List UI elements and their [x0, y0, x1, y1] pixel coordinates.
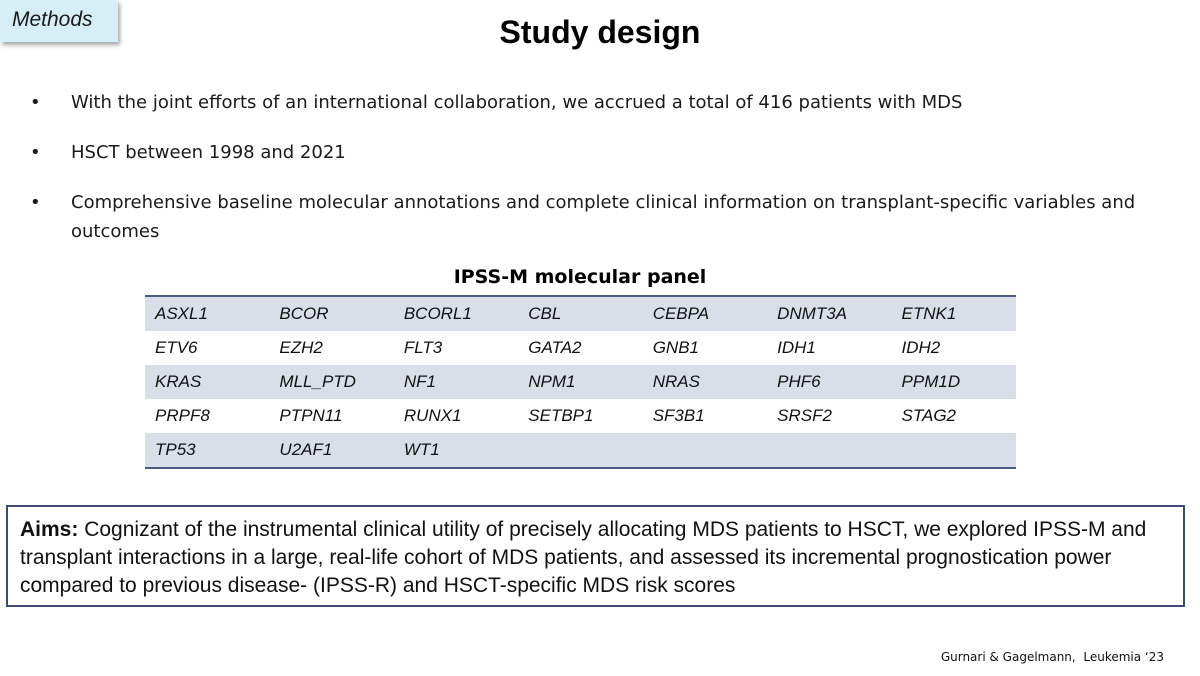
gene-cell: SRSF2	[767, 399, 892, 433]
table-row: ASXL1 BCOR BCORL1 CBL CEBPA DNMT3A ETNK1	[145, 296, 1016, 331]
gene-cell: PPM1D	[891, 365, 1016, 399]
bullet-symbol: •	[30, 192, 41, 213]
gene-cell: IDH2	[891, 331, 1016, 365]
gene-cell: NF1	[393, 365, 519, 399]
table-row: TP53 U2AF1 WT1	[145, 433, 1016, 468]
bullet-item: • With the joint efforts of an internati…	[30, 88, 1180, 117]
gene-cell: PTPN11	[269, 399, 394, 433]
gene-cell: CBL	[518, 296, 643, 331]
gene-cell: DNMT3A	[767, 296, 892, 331]
gene-cell: SF3B1	[642, 399, 768, 433]
gene-cell: ASXL1	[145, 296, 270, 331]
bullet-list: • With the joint efforts of an internati…	[30, 88, 1180, 267]
slide-title: Study design	[499, 14, 701, 50]
gene-cell: WT1	[393, 433, 519, 468]
gene-cell: BCORL1	[393, 296, 519, 331]
section-tag: Methods	[0, 0, 118, 42]
aims-box: Aims: Cognizant of the instrumental clin…	[6, 505, 1185, 607]
bullet-item: • HSCT between 1998 and 2021	[30, 138, 1180, 167]
gene-cell: NRAS	[642, 365, 768, 399]
bullet-symbol: •	[30, 142, 41, 163]
gene-cell: CEBPA	[642, 296, 768, 331]
bullet-text: HSCT between 1998 and 2021	[71, 142, 346, 163]
table-row: ETV6 EZH2 FLT3 GATA2 GNB1 IDH1 IDH2	[145, 331, 1016, 365]
gene-cell: GNB1	[642, 331, 768, 365]
aims-text: Cognizant of the instrumental clinical u…	[20, 518, 1147, 597]
gene-cell: GATA2	[518, 331, 643, 365]
gene-cell: KRAS	[145, 365, 270, 399]
gene-cell: STAG2	[891, 399, 1016, 433]
table-row: KRAS MLL_PTD NF1 NPM1 NRAS PHF6 PPM1D	[145, 365, 1016, 399]
gene-cell: PRPF8	[145, 399, 270, 433]
bullet-symbol: •	[30, 92, 41, 113]
gene-cell: U2AF1	[269, 433, 394, 468]
gene-cell: PHF6	[767, 365, 892, 399]
bullet-text: With the joint efforts of an internation…	[71, 92, 963, 113]
citation: Gurnari & Gagelmann, Leukemia ‘23	[940, 650, 1164, 664]
gene-cell: FLT3	[393, 331, 519, 365]
gene-cell: ETNK1	[891, 296, 1016, 331]
gene-cell	[891, 433, 1016, 468]
gene-cell	[642, 433, 768, 468]
table-row: PRPF8 PTPN11 RUNX1 SETBP1 SF3B1 SRSF2 ST…	[145, 399, 1016, 433]
molecular-panel-table: ASXL1 BCOR BCORL1 CBL CEBPA DNMT3A ETNK1…	[145, 295, 1016, 469]
gene-cell: BCOR	[269, 296, 394, 331]
bullet-item: • Comprehensive baseline molecular annot…	[30, 188, 1180, 246]
gene-cell: SETBP1	[518, 399, 643, 433]
gene-cell: MLL_PTD	[269, 365, 394, 399]
gene-cell: RUNX1	[393, 399, 519, 433]
gene-cell: NPM1	[518, 365, 643, 399]
gene-cell: EZH2	[269, 331, 394, 365]
gene-cell: TP53	[145, 433, 270, 468]
gene-cell	[767, 433, 892, 468]
bullet-text: Comprehensive baseline molecular annotat…	[71, 192, 1136, 242]
gene-cell: ETV6	[145, 331, 270, 365]
gene-cell	[518, 433, 643, 468]
panel-title: IPSS-M molecular panel	[453, 266, 707, 288]
gene-cell: IDH1	[767, 331, 892, 365]
aims-label: Aims:	[20, 518, 79, 541]
